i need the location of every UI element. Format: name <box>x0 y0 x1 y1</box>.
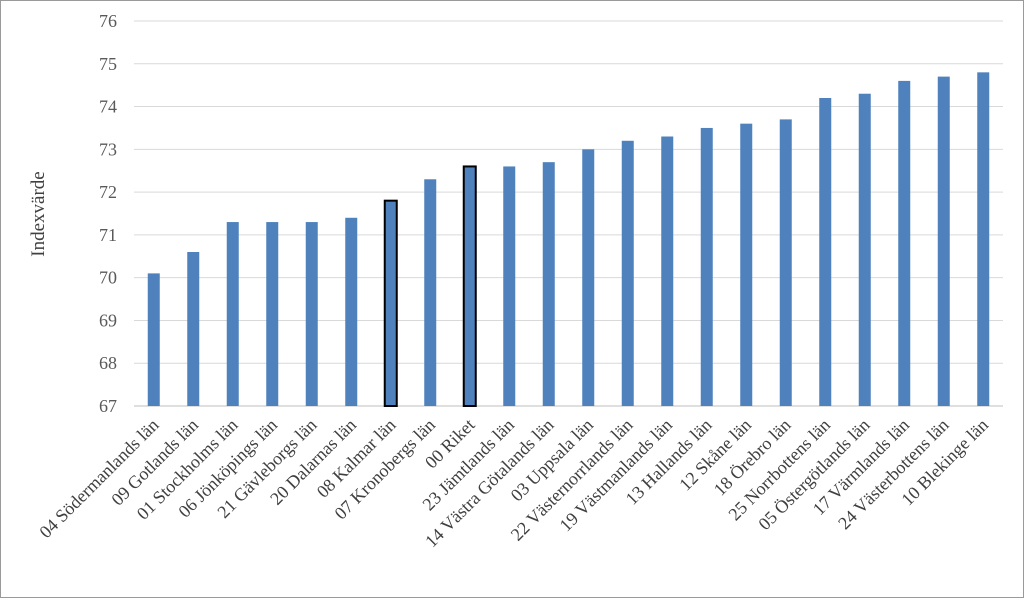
y-axis-ticks: 67 68 69 70 71 72 73 74 75 76 <box>99 11 117 416</box>
y-tick-label: 72 <box>99 182 117 202</box>
bar <box>503 166 516 406</box>
y-tick-label: 69 <box>99 310 117 330</box>
bar <box>740 123 753 407</box>
bar <box>345 217 358 406</box>
gridlines <box>134 20 1003 407</box>
bar <box>898 80 911 406</box>
bar <box>937 76 950 406</box>
bar <box>226 222 239 406</box>
bar <box>266 222 279 406</box>
y-tick-label: 74 <box>99 97 117 117</box>
y-tick-label: 75 <box>99 54 117 74</box>
bar <box>305 222 318 406</box>
y-tick-label: 68 <box>99 353 117 373</box>
bar <box>542 162 555 406</box>
y-tick-label: 73 <box>99 139 117 159</box>
y-axis-label: Indexvärde <box>28 171 49 256</box>
bar <box>858 93 871 406</box>
bar <box>621 140 634 406</box>
bar <box>661 136 674 406</box>
bar <box>819 98 832 406</box>
bar <box>187 252 200 406</box>
bar <box>147 273 160 406</box>
bar <box>779 119 792 406</box>
y-tick-label: 71 <box>99 225 117 245</box>
bar <box>700 127 713 406</box>
bar <box>977 72 990 406</box>
bar <box>424 179 437 406</box>
bar <box>462 165 477 407</box>
bar <box>383 199 398 407</box>
bars <box>147 72 990 407</box>
y-tick-label: 70 <box>99 268 117 288</box>
y-tick-label: 76 <box>99 11 117 31</box>
bar <box>582 149 595 407</box>
y-tick-label: 67 <box>99 396 117 416</box>
